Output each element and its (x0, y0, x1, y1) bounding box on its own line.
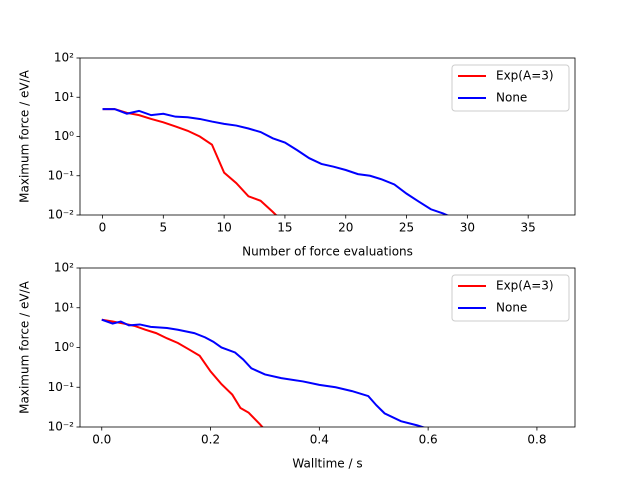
x-tick-label: 25 (399, 221, 414, 235)
x-tick-label: 0.0 (92, 433, 111, 447)
x-tick-label: 0.2 (201, 433, 220, 447)
y-axis-label: Maximum force / eV/A (18, 280, 32, 413)
legend-label: None (496, 301, 527, 315)
series-line (101, 318, 426, 427)
x-tick-label: 10 (216, 221, 231, 235)
x-tick-label: 15 (277, 221, 292, 235)
y-tick-label: 10² (54, 51, 74, 65)
y-tick-label: 10¹ (54, 300, 74, 314)
legend-label: Exp(A=3) (496, 69, 554, 83)
y-tick-label: 10² (54, 261, 74, 275)
x-tick-label: 5 (159, 221, 167, 235)
y-tick-label: 10⁰ (54, 340, 74, 354)
x-tick-label: 35 (521, 221, 536, 235)
legend-label: Exp(A=3) (496, 279, 554, 293)
y-tick-label: 10⁰ (54, 129, 74, 143)
axes: 0.0 0.2 0.4 0.6 0.8 10⁻² 10⁻¹ 10⁰ 10¹ 10² Walltime… (18, 261, 576, 471)
series-line (102, 108, 450, 215)
x-tick-label: 0.6 (419, 433, 438, 447)
x-tick-label: 0.4 (310, 433, 329, 447)
series-line (101, 318, 264, 427)
series-line (102, 108, 278, 215)
x-tick-label: 0 (99, 221, 107, 235)
x-tick-label: 20 (338, 221, 353, 235)
y-tick-label: 10⁻¹ (48, 380, 75, 394)
x-tick-label: 30 (460, 221, 475, 235)
y-axis-label: Maximum force / eV/A (18, 69, 32, 202)
y-tick-label: 10⁻¹ (48, 168, 75, 182)
x-tick-label: 0.8 (527, 433, 546, 447)
x-axis-label: Number of force evaluations (242, 245, 413, 259)
y-tick-label: 10⁻² (48, 420, 75, 434)
axes: 0 5 10 15 20 25 30 35 10⁻² 10⁻¹ 10⁰ 10¹ 10² Number of… (18, 51, 576, 259)
y-tick-label: 10¹ (54, 90, 74, 104)
y-tick-label: 10⁻² (48, 208, 75, 222)
x-axis-label: Walltime / s (292, 457, 362, 471)
legend-label: None (496, 91, 527, 105)
